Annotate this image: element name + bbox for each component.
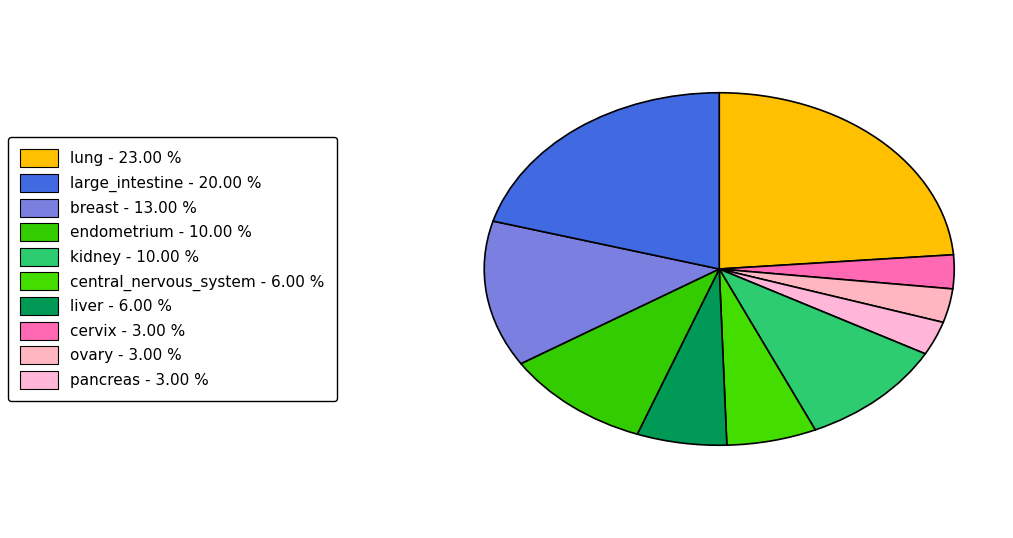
Wedge shape [719,269,815,445]
Wedge shape [493,93,719,269]
Wedge shape [484,221,719,364]
Wedge shape [637,269,727,445]
Wedge shape [719,269,925,430]
Wedge shape [719,255,954,289]
Wedge shape [719,269,953,322]
Wedge shape [521,269,719,434]
Legend: lung - 23.00 %, large_intestine - 20.00 %, breast - 13.00 %, endometrium - 10.00: lung - 23.00 %, large_intestine - 20.00 … [8,137,337,401]
Wedge shape [719,93,953,269]
Wedge shape [719,269,943,354]
